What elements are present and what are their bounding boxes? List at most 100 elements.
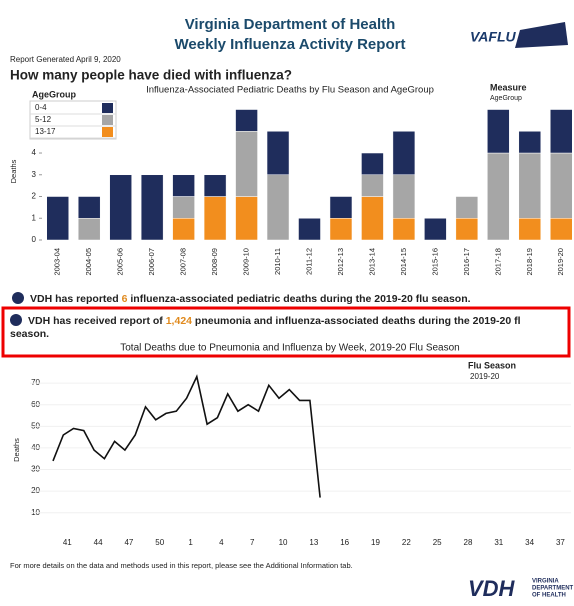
bar-segment	[487, 109, 510, 154]
x-tick-label: 2007-08	[179, 248, 188, 276]
x-tick-label: 47	[124, 538, 133, 547]
note-text: VDH has reported	[30, 293, 119, 305]
x-tick-label: 28	[464, 538, 473, 547]
x-tick-label: 10	[279, 538, 288, 547]
y-axis-label: Deaths	[12, 438, 21, 462]
bar-segment	[109, 174, 132, 241]
pi-note: season.	[10, 328, 49, 340]
bar-segment	[361, 152, 384, 176]
bar-segment	[266, 131, 290, 176]
bar-segment	[77, 196, 101, 219]
note-text: influenza-associated pediatric deaths du…	[130, 293, 470, 305]
bar-segment	[518, 218, 542, 241]
x-tick-label: 2004-05	[84, 248, 93, 276]
x-tick-label: 50	[155, 538, 164, 547]
bar-segment	[361, 174, 384, 197]
x-tick-label: 16	[340, 538, 349, 547]
bar-segment	[298, 218, 321, 241]
question: How many people have died with influenza…	[10, 68, 292, 83]
logo: VAFLU	[470, 29, 517, 45]
report-date: Report Generated April 9, 2020	[10, 55, 121, 64]
x-tick-label: 2010-11	[273, 248, 282, 275]
chart-title: Influenza-Associated Pediatric Deaths by…	[146, 85, 434, 96]
note-text: VDH has received report of	[28, 315, 163, 327]
bar-segment	[266, 174, 290, 241]
x-tick-label: 34	[525, 538, 534, 547]
x-tick-label: 44	[94, 538, 103, 547]
legend-label: 2019-20	[470, 372, 500, 381]
annotation: AgeGroup	[490, 95, 522, 102]
pi-note: VDH has received report of 1,424 pneumon…	[28, 315, 521, 327]
x-tick-label: 31	[494, 538, 503, 547]
bar-segment	[455, 196, 479, 219]
x-tick-label: 25	[433, 538, 442, 547]
x-tick-label: 2012-13	[336, 248, 345, 276]
y-tick-label: 4	[32, 148, 37, 157]
bar-segment	[46, 196, 69, 241]
bar-segment	[361, 196, 384, 241]
x-tick-label: 22	[402, 538, 411, 547]
title: Weekly Influenza Activity Report	[175, 36, 406, 53]
annotation: Measure	[490, 82, 527, 92]
x-tick-label: 37	[556, 538, 565, 547]
icon	[10, 314, 22, 326]
x-tick-label: 2003-04	[53, 248, 62, 276]
bar-segment	[487, 152, 510, 241]
bar-segment	[140, 174, 164, 241]
x-tick-label: 2015-16	[430, 248, 439, 276]
pediatric-note: VDH has reported 6 influenza-associated …	[30, 293, 471, 305]
x-tick-label: 2009-10	[242, 248, 251, 276]
line	[52, 374, 321, 498]
x-tick-label: 4	[219, 538, 224, 547]
bar-segment	[455, 218, 479, 241]
highlight-box	[1, 306, 571, 358]
chart-title: Total Deaths due to Pneumonia and Influe…	[120, 343, 459, 354]
bar-segment	[77, 218, 101, 241]
bar-segment	[392, 131, 416, 176]
icon	[12, 292, 24, 304]
footer-logo-text: DEPARTMENT	[532, 586, 574, 592]
x-tick-label: 19	[371, 538, 380, 547]
bar-segment	[550, 218, 573, 241]
x-tick-label: 2014-15	[399, 248, 408, 276]
x-tick-label: 13	[309, 538, 318, 547]
y-tick-label: 1	[32, 213, 37, 222]
y-tick-label: 2	[32, 192, 37, 201]
bar-segment	[518, 131, 542, 154]
legend-title: AgeGroup	[32, 89, 77, 99]
legend-swatch	[102, 103, 113, 113]
x-tick-label: 2013-14	[367, 248, 376, 276]
legend-label: 5-12	[35, 115, 52, 124]
y-tick-label: 0	[32, 235, 37, 244]
bar-segment	[172, 174, 195, 197]
bar-segment	[550, 109, 573, 154]
x-tick-label: 2019-20	[556, 248, 565, 276]
bar-segment	[424, 218, 447, 241]
note-count: 1,424	[166, 315, 192, 327]
footer-note: For more details on the data and methods…	[10, 561, 353, 570]
x-tick-label: 7	[250, 538, 255, 547]
y-axis-label: Deaths	[9, 159, 18, 183]
bar-segment	[203, 174, 227, 197]
x-tick-label: 1	[188, 538, 193, 547]
x-tick-label: 2016-17	[462, 248, 471, 276]
logo-shape	[515, 22, 568, 48]
bar-segment	[172, 218, 195, 241]
legend-label: 0-4	[35, 103, 47, 112]
bar-segment	[392, 174, 416, 219]
bar-segment	[203, 196, 227, 241]
x-tick-label: 2011-12	[304, 248, 313, 275]
bar-segment	[518, 152, 542, 219]
legend-swatch	[102, 127, 113, 137]
bar-segment	[235, 109, 258, 132]
footer-logo-text: OF HEALTH	[532, 593, 566, 599]
legend-label: 13-17	[35, 127, 56, 136]
bar-segment	[392, 218, 416, 241]
x-tick-label: 2006-07	[147, 248, 156, 276]
x-tick-label: 41	[63, 538, 72, 547]
x-tick-label: 2005-06	[116, 248, 125, 276]
note-count: 6	[122, 293, 128, 305]
x-tick-label: 2008-09	[210, 248, 219, 276]
bar-segment	[172, 196, 195, 219]
